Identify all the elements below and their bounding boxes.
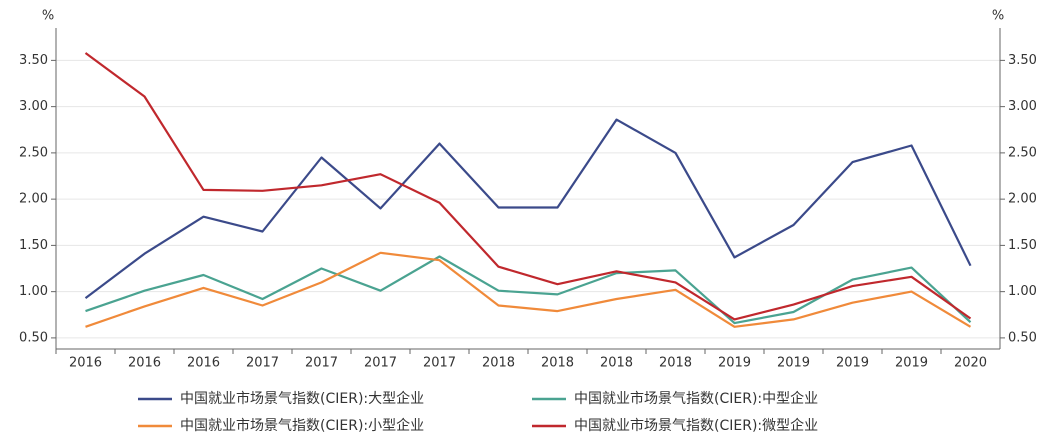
y-tick-label: 3.50 [19, 53, 48, 68]
y-tick-label: 1.50 [19, 238, 48, 253]
y-tick-label: 2.00 [19, 192, 48, 207]
x-tick-label: 2019 [777, 356, 810, 371]
y2-tick-label: 3.00 [1008, 99, 1037, 114]
x-tick-label: 2018 [659, 356, 692, 371]
x-tick-label: 2017 [423, 356, 456, 371]
line [84, 52, 972, 321]
line [84, 118, 972, 299]
x-tick-label: 2016 [187, 356, 220, 371]
legend-label: 中国就业市场景气指数(CIER):中型企业 [574, 390, 818, 407]
y2-tick-label: 2.00 [1008, 192, 1037, 207]
x-tick-label: 2018 [482, 356, 515, 371]
x-tick-label: 2019 [836, 356, 869, 371]
y-tick-label: 1.00 [19, 284, 48, 299]
legend-label: 中国就业市场景气指数(CIER):大型企业 [180, 390, 424, 407]
y2-tick-label: 1.50 [1008, 238, 1037, 253]
y2-tick-label: 2.50 [1008, 145, 1037, 160]
x-tick-label: 2017 [364, 356, 397, 371]
y2-tick-label: 0.50 [1008, 330, 1037, 345]
x-tick-label: 2019 [895, 356, 928, 371]
x-tick-label: 2018 [600, 356, 633, 371]
legend-label: 中国就业市场景气指数(CIER):微型企业 [574, 417, 818, 434]
y-unit: % [42, 9, 54, 24]
legend-label: 中国就业市场景气指数(CIER):小型企业 [180, 417, 424, 434]
y2-unit: % [992, 9, 1004, 24]
x-tick-label: 2018 [541, 356, 574, 371]
y-tick-label: 0.50 [19, 330, 48, 345]
y-tick-label: 3.00 [19, 99, 48, 114]
x-tick-label: 2016 [69, 356, 102, 371]
line [85, 251, 972, 328]
y-tick-label: 2.50 [19, 145, 48, 160]
y2-tick-label: 1.00 [1008, 284, 1037, 299]
y2-tick-label: 3.50 [1008, 53, 1037, 68]
x-tick-label: 2016 [128, 356, 161, 371]
x-tick-label: 2017 [246, 356, 279, 371]
x-tick-label: 2020 [954, 356, 987, 371]
x-tick-label: 2017 [305, 356, 338, 371]
x-tick-label: 2019 [718, 356, 751, 371]
